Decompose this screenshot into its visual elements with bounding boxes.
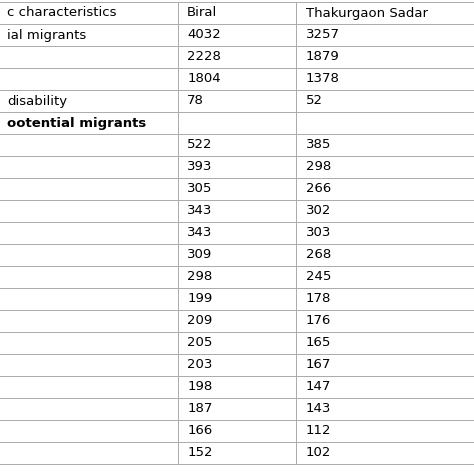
Text: 309: 309 xyxy=(187,248,212,262)
Text: 343: 343 xyxy=(187,204,213,218)
Text: Thakurgaon Sadar: Thakurgaon Sadar xyxy=(306,7,428,19)
Text: 198: 198 xyxy=(187,381,212,393)
Text: 143: 143 xyxy=(306,402,331,416)
Text: 152: 152 xyxy=(187,447,213,459)
Text: 203: 203 xyxy=(187,358,213,372)
Text: 268: 268 xyxy=(306,248,331,262)
Text: 78: 78 xyxy=(187,94,204,108)
Text: 298: 298 xyxy=(187,271,212,283)
Text: disability: disability xyxy=(7,94,67,108)
Text: 302: 302 xyxy=(306,204,331,218)
Text: 343: 343 xyxy=(187,227,213,239)
Text: 266: 266 xyxy=(306,182,331,195)
Text: 205: 205 xyxy=(187,337,213,349)
Text: 165: 165 xyxy=(306,337,331,349)
Text: 187: 187 xyxy=(187,402,213,416)
Text: 298: 298 xyxy=(306,161,331,173)
Text: 245: 245 xyxy=(306,271,331,283)
Text: 1879: 1879 xyxy=(306,51,339,64)
Text: 167: 167 xyxy=(306,358,331,372)
Text: 199: 199 xyxy=(187,292,212,306)
Text: 209: 209 xyxy=(187,315,212,328)
Text: 522: 522 xyxy=(187,138,213,152)
Text: 166: 166 xyxy=(187,425,212,438)
Text: 112: 112 xyxy=(306,425,331,438)
Text: 176: 176 xyxy=(306,315,331,328)
Text: 2228: 2228 xyxy=(187,51,221,64)
Text: 393: 393 xyxy=(187,161,213,173)
Text: ootential migrants: ootential migrants xyxy=(7,117,146,129)
Text: c characteristics: c characteristics xyxy=(7,7,117,19)
Text: Biral: Biral xyxy=(187,7,218,19)
Text: 102: 102 xyxy=(306,447,331,459)
Text: 178: 178 xyxy=(306,292,331,306)
Text: 52: 52 xyxy=(306,94,323,108)
Text: ial migrants: ial migrants xyxy=(7,28,86,42)
Text: 305: 305 xyxy=(187,182,213,195)
Text: 1804: 1804 xyxy=(187,73,221,85)
Text: 1378: 1378 xyxy=(306,73,339,85)
Text: 147: 147 xyxy=(306,381,331,393)
Text: 303: 303 xyxy=(306,227,331,239)
Text: 4032: 4032 xyxy=(187,28,221,42)
Text: 385: 385 xyxy=(306,138,331,152)
Text: 3257: 3257 xyxy=(306,28,340,42)
